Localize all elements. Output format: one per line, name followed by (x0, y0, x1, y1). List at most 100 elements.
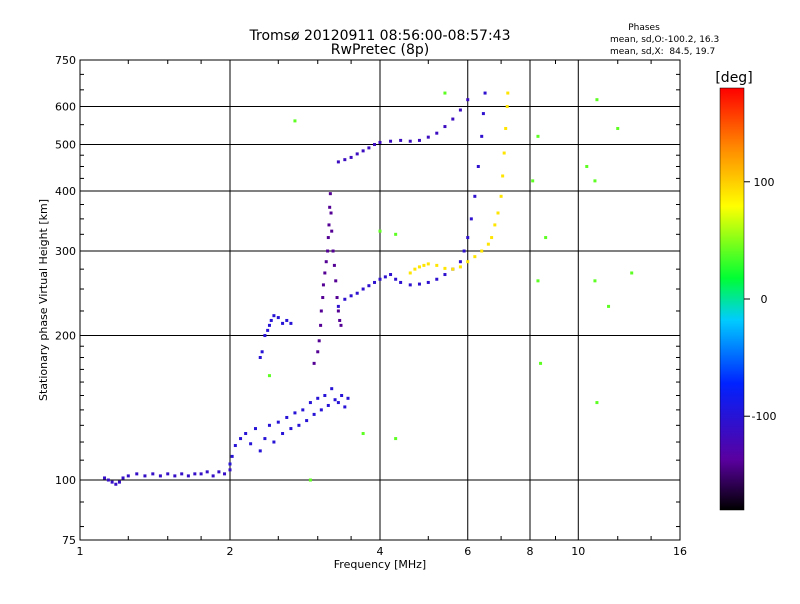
echo-point (355, 291, 359, 295)
echo-point (496, 211, 500, 215)
y-tick-label: 75 (62, 534, 76, 547)
echo-points (103, 91, 634, 486)
echo-point (408, 271, 412, 275)
echo-point (334, 279, 338, 283)
y-tick-label: 300 (55, 245, 76, 258)
echo-point (305, 419, 309, 423)
echo-point (319, 408, 323, 412)
echo-point (289, 427, 293, 431)
echo-point (249, 442, 253, 446)
colorbar-tick-label: -100 (752, 410, 777, 423)
echo-point (466, 236, 470, 240)
echo-point (462, 249, 466, 253)
echo-point (383, 275, 387, 279)
echo-point (151, 472, 155, 476)
echo-point (328, 192, 332, 196)
x-tick-label: 4 (377, 545, 384, 558)
echo-point (253, 427, 257, 431)
echo-point (258, 355, 262, 359)
echo-point (106, 478, 110, 482)
echo-point (481, 112, 485, 116)
phases-title: Phases (628, 23, 660, 33)
echo-point (399, 138, 403, 142)
echo-point (126, 474, 130, 478)
y-tick-labels: 75 100 200 300 400 500 600 750 (55, 54, 76, 547)
echo-point (285, 415, 289, 419)
echo-point (199, 472, 203, 476)
chart-subtitle: RwPretec (8p) (331, 42, 429, 58)
y-tick-label: 100 (55, 474, 76, 487)
echo-point (389, 273, 393, 277)
phases-line-x: mean, sd,X: 84.5, 19.7 (610, 47, 715, 57)
echo-point (217, 470, 221, 474)
echo-point (367, 284, 371, 288)
echo-point (244, 432, 248, 436)
echo-point (389, 139, 393, 143)
echo-point (480, 249, 484, 253)
y-tick-label: 200 (55, 330, 76, 343)
echo-point (539, 361, 543, 365)
echo-point (121, 476, 125, 480)
echo-point (330, 387, 334, 391)
minor-ticks (80, 60, 680, 540)
echo-point (536, 134, 540, 138)
echo-point (333, 398, 337, 402)
echo-point (486, 242, 490, 246)
echo-point (323, 394, 327, 398)
echo-point (422, 263, 426, 267)
echo-point (336, 401, 340, 405)
echo-point (504, 126, 508, 130)
echo-point (349, 294, 353, 298)
echo-point (536, 279, 540, 283)
echo-point (316, 396, 320, 400)
echo-point (378, 140, 382, 144)
echo-point (263, 437, 267, 441)
echo-point (355, 152, 359, 156)
echo-point (260, 350, 264, 354)
echo-point (228, 462, 232, 466)
plot-frame (79, 59, 681, 541)
echo-point (319, 309, 323, 313)
colorbar (719, 87, 745, 511)
echo-point (394, 437, 398, 441)
echo-point (276, 316, 280, 320)
echo-point (332, 263, 336, 267)
echo-point (373, 143, 377, 147)
echo-point (466, 98, 470, 102)
echo-point (367, 146, 371, 150)
echo-point (476, 164, 480, 168)
echo-point (630, 271, 634, 275)
echo-point (466, 260, 470, 264)
echo-point (267, 374, 271, 378)
echo-point (408, 139, 412, 143)
echo-point (266, 328, 270, 332)
echo-point (399, 280, 403, 284)
echo-point (110, 480, 114, 484)
echo-point (349, 155, 353, 159)
y-axis-label: Stationary phase Virtual Height [km] (37, 199, 50, 401)
echo-point (451, 117, 455, 121)
echo-point (426, 135, 430, 139)
echo-point (361, 149, 365, 153)
echo-point (180, 472, 184, 476)
x-tick-label: 1 (77, 545, 84, 558)
echo-point (327, 223, 331, 227)
echo-point (473, 194, 477, 198)
colorbar-label: [deg] (715, 70, 752, 86)
echo-point (281, 321, 285, 325)
echo-point (336, 309, 340, 313)
echo-point (493, 223, 497, 227)
echo-point (501, 174, 505, 178)
echo-point (531, 179, 535, 183)
echo-point (281, 432, 285, 436)
echo-point (317, 339, 321, 343)
echo-point (443, 273, 447, 277)
echo-point (340, 394, 344, 398)
echo-point (336, 160, 340, 164)
echo-point (408, 283, 412, 287)
echo-point (490, 236, 494, 240)
echo-point (458, 108, 462, 112)
echo-point (326, 236, 330, 240)
echo-point (228, 468, 232, 472)
